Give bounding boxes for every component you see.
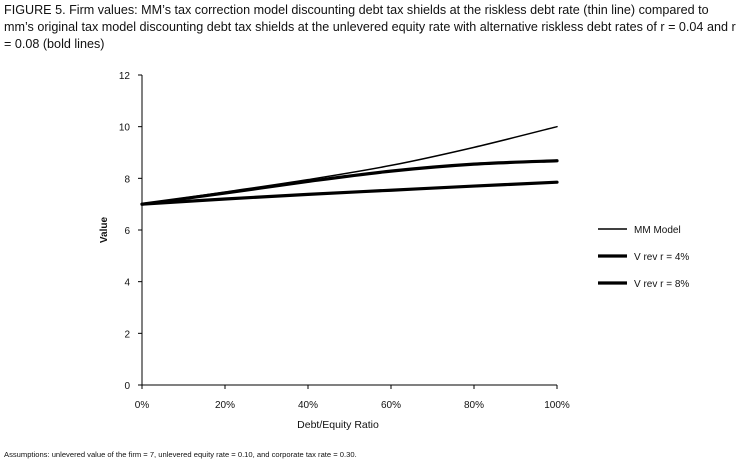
figure-caption: FIGURE 5. Firm values: MM’s tax correcti…: [4, 3, 736, 51]
y-tick-label: 4: [124, 278, 130, 289]
legend: MM Model V rev r = 4% V rev r = 8%: [598, 225, 689, 290]
assumptions-note: Assumptions: unlevered value of the firm…: [4, 450, 357, 459]
legend-label: V rev r = 8%: [634, 279, 689, 290]
x-tick-label: 40%: [298, 400, 318, 411]
x-tick-label: 60%: [381, 400, 401, 411]
series-lines: [140, 125, 559, 206]
legend-label: V rev r = 4%: [634, 252, 689, 263]
x-axis-label: Debt/Equity Ratio: [297, 419, 379, 431]
y-tick-label: 10: [119, 123, 131, 134]
x-tick-label: 100%: [544, 400, 570, 411]
y-tick-label: 8: [124, 174, 130, 185]
y-tick-label: 0: [124, 381, 130, 392]
series-line: [140, 180, 559, 206]
y-tick-label: 6: [124, 226, 130, 237]
series-line: [140, 159, 559, 206]
y-axis-ticks: 0 2 4 6 8 10 12: [119, 71, 142, 392]
x-tick-label: 80%: [464, 400, 484, 411]
x-axis-ticks: 0% 20% 40% 60% 80% 100%: [135, 385, 570, 411]
y-axis-label: Value: [99, 217, 110, 244]
x-tick-label: 0%: [135, 400, 150, 411]
x-tick-label: 20%: [215, 400, 235, 411]
y-tick-label: 2: [124, 329, 130, 340]
legend-label: MM Model: [634, 225, 681, 236]
y-tick-label: 12: [119, 71, 131, 82]
